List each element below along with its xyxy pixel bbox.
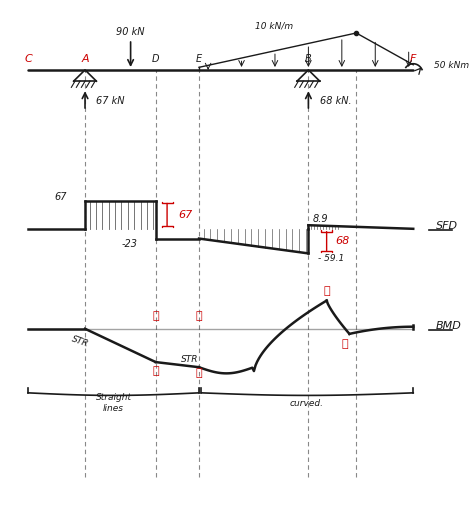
Text: ⓐ: ⓐ (152, 311, 159, 321)
Text: 68: 68 (336, 236, 350, 246)
Text: curved.: curved. (289, 398, 323, 408)
Text: 67 kN: 67 kN (96, 96, 125, 106)
Text: SFD: SFD (436, 221, 458, 231)
Text: -23: -23 (121, 238, 137, 249)
Text: 90 kN: 90 kN (116, 27, 145, 38)
Text: STR: STR (181, 355, 199, 364)
Text: ⓒ: ⓒ (323, 286, 330, 297)
Text: ⓑ: ⓑ (196, 369, 202, 378)
Text: 68 kN.: 68 kN. (320, 96, 351, 106)
Text: 67: 67 (179, 210, 193, 219)
Text: 10 kN/m: 10 kN/m (255, 22, 293, 31)
Text: D: D (152, 54, 159, 64)
Text: 8.9: 8.9 (313, 214, 328, 224)
Text: C: C (24, 54, 32, 64)
Text: STR: STR (71, 335, 90, 349)
Text: BMD: BMD (436, 321, 462, 331)
Text: 50 kNm: 50 kNm (434, 61, 469, 70)
Text: ⓐ: ⓐ (152, 366, 159, 376)
Text: ⓒ: ⓒ (342, 339, 348, 349)
Text: F: F (410, 54, 417, 64)
Text: 67: 67 (55, 192, 67, 201)
Text: Straight
lines: Straight lines (96, 393, 131, 413)
Text: A: A (81, 54, 89, 64)
Text: E: E (196, 54, 202, 64)
Text: ⓑ: ⓑ (196, 311, 202, 321)
Text: - 59.1: - 59.1 (318, 253, 344, 263)
Text: B: B (305, 54, 312, 64)
